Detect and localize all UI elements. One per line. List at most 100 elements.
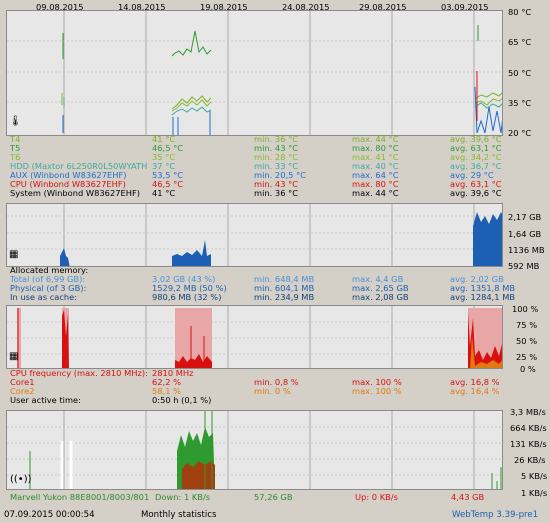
user-active-label: User active time:	[10, 395, 81, 405]
network-graph: ((•))	[6, 410, 503, 490]
legend-name: T6	[10, 153, 21, 162]
cpu-axis-tick: 100 %	[512, 304, 539, 314]
memory-graph: ▦	[6, 203, 503, 267]
legend-name: Core2	[10, 387, 35, 396]
legend-name: Total (of 6,99 GB):	[10, 275, 86, 284]
thermometer-icon: 🌡	[9, 116, 22, 127]
legend-min: min. 36 °C	[254, 134, 299, 144]
status-mode-link[interactable]: Monthly statistics	[141, 510, 217, 520]
network-up-rate: Up: 0 KB/s	[355, 492, 398, 502]
network-adapter-name: Marvell Yukon 88E8001/8003/801	[10, 492, 150, 502]
date-label: 09.08.2015	[36, 2, 84, 12]
temp-axis-tick: 80 °C	[508, 7, 532, 17]
legend-max: max. 41 °C	[352, 152, 399, 162]
temp-axis-tick: 20 °C	[508, 128, 532, 138]
network-down-rate: Down: 1 KB/s	[155, 492, 211, 502]
cpu-chip-icon: ▦	[9, 351, 19, 362]
temperature-graph: 🌡	[6, 10, 503, 136]
legend-current: 41 °C	[152, 134, 176, 144]
mem-axis-tick: 1136 MB	[508, 245, 545, 255]
net-axis-tick: 5 KB/s	[521, 471, 548, 481]
legend-current: 62,2 %	[152, 377, 181, 387]
legend-current: 35 °C	[152, 152, 176, 162]
temp-axis-tick: 35 °C	[508, 98, 532, 108]
legend-avg: avg. 16,4 %	[450, 386, 500, 396]
status-timestamp: 07.09.2015 00:00:54	[4, 510, 95, 520]
legend-current: 41 °C	[152, 188, 176, 198]
legend-min: min. 20,5 °C	[254, 170, 306, 180]
legend-min: min. 43 °C	[254, 143, 299, 153]
legend-name: In use as cache:	[10, 293, 78, 302]
net-axis-tick: 131 KB/s	[510, 439, 547, 449]
legend-max: max. 44 °C	[352, 188, 399, 198]
legend-min: min. 33 °C	[254, 161, 299, 171]
cpu-axis-tick: 25 %	[516, 352, 538, 362]
status-bar: 07.09.2015 00:00:54 Monthly statistics W…	[0, 507, 550, 523]
legend-avg: avg. 2,02 GB	[450, 274, 504, 284]
status-app-link[interactable]: WebTemp 3.39-pre1	[452, 510, 539, 520]
legend-avg: avg. 36,7 °C	[450, 161, 502, 171]
legend-name: Core1	[10, 378, 35, 387]
legend-current: 46,5 °C	[152, 143, 184, 153]
legend-min: min. 0,8 %	[254, 377, 299, 387]
legend-max: max. 64 °C	[352, 170, 399, 180]
legend-avg: avg. 29 °C	[450, 170, 494, 180]
legend-avg: avg. 63,1 °C	[450, 179, 502, 189]
net-axis-tick: 1 KB/s	[521, 488, 548, 498]
legend-min: min. 28 °C	[254, 152, 299, 162]
temp-axis-tick: 50 °C	[508, 68, 532, 78]
legend-min: min. 43 °C	[254, 179, 299, 189]
net-axis-tick: 664 KB/s	[510, 423, 547, 433]
mem-axis-tick: 1,64 GB	[508, 229, 542, 239]
date-label: 14.08.2015	[118, 2, 166, 12]
legend-avg: avg. 39,6 °C	[450, 188, 502, 198]
memory-plot	[7, 204, 502, 266]
legend-max: max. 100 %	[352, 377, 402, 387]
cpu-axis-tick: 75 %	[516, 320, 538, 330]
legend-min: min. 36 °C	[254, 188, 299, 198]
cpu-frequency-label: CPU frequency (max. 2810 MHz):	[10, 368, 148, 378]
legend-max: max. 44 °C	[352, 134, 399, 144]
cpu-axis-tick: 0 %	[520, 364, 536, 374]
memory-section-title: Allocated memory:	[10, 265, 89, 275]
legend-name: T4	[10, 135, 21, 144]
network-down-total: 57,26 GB	[254, 492, 293, 502]
network-up-total: 4,43 GB	[451, 492, 485, 502]
legend-max: max. 80 °C	[352, 143, 399, 153]
legend-name: AUX (Winbond W83627EHF)	[10, 171, 127, 180]
temp-axis-tick: 65 °C	[508, 37, 532, 47]
mem-axis-tick: 592 MB	[508, 261, 540, 271]
legend-name: CPU (Winbond W83627EHF)	[10, 180, 126, 189]
legend-min: min. 0 %	[254, 386, 291, 396]
user-active-value: 0:50 h (0,1 %)	[152, 395, 212, 405]
cpu-plot	[7, 306, 502, 368]
net-axis-tick: 26 KB/s	[514, 455, 546, 465]
legend-max: max. 100 %	[352, 386, 402, 396]
legend-avg: avg. 39,6 °C	[450, 134, 502, 144]
net-axis-tick: 3,3 MB/s	[510, 407, 546, 417]
legend-avg: avg. 16,8 %	[450, 377, 500, 387]
legend-max: max. 4,4 GB	[352, 274, 404, 284]
network-plot	[7, 411, 502, 489]
cpu-frequency-value: 2810 MHz	[152, 368, 194, 378]
legend-min: min. 648,4 MB	[254, 274, 315, 284]
date-label: 03.09.2015	[441, 2, 489, 12]
temperature-plot	[7, 11, 502, 135]
legend-name: Physical (of 3 GB):	[10, 284, 87, 293]
legend-avg: avg. 34,2 °C	[450, 152, 502, 162]
date-label: 24.08.2015	[282, 2, 330, 12]
legend-current: 58,1 %	[152, 386, 181, 396]
legend-current: 980,6 MB (32 %)	[152, 292, 222, 302]
legend-name: T5	[10, 144, 21, 153]
legend-avg: avg. 1284,1 MB	[450, 292, 516, 302]
legend-current: 37 °C	[152, 161, 176, 171]
legend-max: max. 80 °C	[352, 179, 399, 189]
memory-chip-icon: ▦	[9, 249, 19, 260]
legend-avg: avg. 1351,8 MB	[450, 283, 516, 293]
legend-min: min. 604,1 MB	[254, 283, 315, 293]
legend-current: 46,5 °C	[152, 179, 184, 189]
legend-current: 3,02 GB (43 %)	[152, 274, 216, 284]
network-icon: ((•))	[10, 474, 32, 485]
mem-axis-tick: 2,17 GB	[508, 212, 542, 222]
cpu-graph: ▦	[6, 305, 503, 369]
